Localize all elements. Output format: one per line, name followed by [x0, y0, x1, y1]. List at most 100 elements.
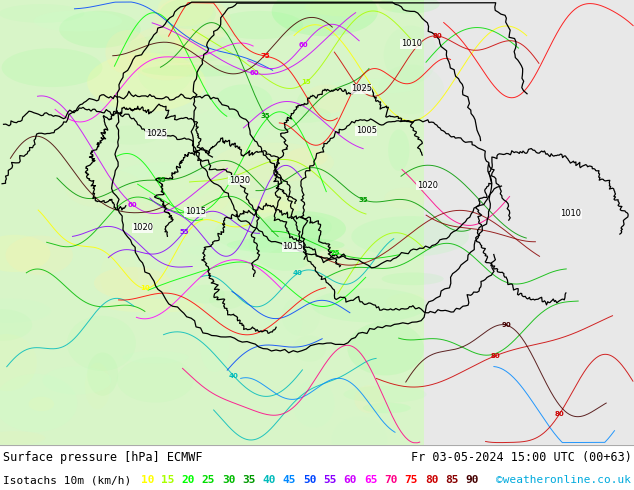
Ellipse shape	[94, 267, 171, 299]
Ellipse shape	[160, 0, 216, 29]
Ellipse shape	[312, 289, 427, 322]
Text: 1030: 1030	[229, 175, 250, 185]
Ellipse shape	[190, 108, 271, 146]
Ellipse shape	[289, 215, 332, 238]
Ellipse shape	[102, 125, 160, 145]
Ellipse shape	[174, 225, 283, 258]
Text: 1025: 1025	[351, 84, 372, 93]
Ellipse shape	[347, 321, 424, 375]
Ellipse shape	[123, 351, 189, 364]
Ellipse shape	[249, 215, 322, 271]
Text: Fr 03-05-2024 15:00 UTC (00+63): Fr 03-05-2024 15:00 UTC (00+63)	[411, 451, 631, 464]
Text: 1005: 1005	[356, 126, 377, 135]
Ellipse shape	[29, 397, 54, 411]
Ellipse shape	[0, 235, 50, 272]
Ellipse shape	[6, 236, 73, 275]
Ellipse shape	[281, 296, 320, 336]
Text: 55: 55	[323, 475, 337, 485]
Ellipse shape	[100, 251, 138, 301]
Ellipse shape	[34, 10, 122, 31]
Ellipse shape	[197, 198, 292, 214]
Ellipse shape	[0, 374, 77, 432]
Ellipse shape	[0, 334, 37, 391]
Text: 10: 10	[140, 285, 150, 292]
Text: 70: 70	[384, 475, 398, 485]
Ellipse shape	[209, 291, 244, 309]
Ellipse shape	[264, 299, 302, 344]
Text: 65: 65	[364, 475, 377, 485]
Ellipse shape	[124, 173, 230, 220]
Ellipse shape	[255, 211, 346, 246]
Ellipse shape	[330, 78, 420, 94]
Ellipse shape	[42, 367, 112, 394]
Text: 80: 80	[555, 411, 564, 417]
Ellipse shape	[332, 416, 387, 463]
Text: 75: 75	[261, 53, 270, 59]
Ellipse shape	[174, 31, 209, 52]
Text: 60: 60	[128, 202, 138, 208]
Text: 1020: 1020	[417, 181, 438, 190]
Text: 20: 20	[228, 175, 237, 181]
Ellipse shape	[214, 216, 283, 249]
Text: 10: 10	[141, 475, 154, 485]
Ellipse shape	[215, 11, 303, 39]
Ellipse shape	[87, 352, 118, 396]
Text: 75: 75	[404, 475, 418, 485]
Ellipse shape	[85, 363, 110, 409]
Text: 35: 35	[156, 177, 166, 183]
Ellipse shape	[157, 0, 214, 26]
Text: 80: 80	[425, 475, 438, 485]
Ellipse shape	[200, 318, 230, 372]
Ellipse shape	[384, 188, 425, 209]
Ellipse shape	[67, 316, 136, 371]
Ellipse shape	[272, 0, 378, 36]
Ellipse shape	[351, 216, 469, 257]
Text: Surface pressure [hPa] ECMWF: Surface pressure [hPa] ECMWF	[3, 451, 202, 464]
Text: 50: 50	[303, 475, 316, 485]
Ellipse shape	[378, 0, 439, 13]
Ellipse shape	[87, 53, 205, 112]
Text: 80: 80	[432, 33, 442, 39]
Text: 20: 20	[181, 475, 195, 485]
Ellipse shape	[384, 25, 437, 84]
Ellipse shape	[293, 335, 327, 362]
Text: 55: 55	[179, 229, 189, 235]
Ellipse shape	[110, 162, 212, 204]
Ellipse shape	[117, 357, 194, 403]
Text: 90: 90	[465, 475, 479, 485]
Text: 80: 80	[490, 353, 500, 359]
Ellipse shape	[378, 65, 444, 114]
Ellipse shape	[344, 386, 427, 403]
Text: ©weatheronline.co.uk: ©weatheronline.co.uk	[496, 475, 631, 485]
Text: 1010: 1010	[560, 209, 581, 218]
Ellipse shape	[293, 380, 335, 428]
Text: 60: 60	[250, 71, 259, 76]
Ellipse shape	[388, 129, 410, 171]
Ellipse shape	[304, 85, 350, 114]
Text: 35: 35	[261, 113, 270, 119]
Ellipse shape	[127, 25, 205, 80]
Text: 35: 35	[242, 475, 256, 485]
Text: 15: 15	[301, 79, 311, 85]
Ellipse shape	[0, 309, 32, 341]
Text: 1025: 1025	[146, 129, 167, 138]
Text: 1020: 1020	[132, 223, 153, 232]
Text: 30: 30	[222, 475, 235, 485]
Ellipse shape	[215, 84, 273, 120]
Ellipse shape	[186, 285, 224, 303]
Ellipse shape	[354, 385, 384, 413]
Ellipse shape	[126, 33, 242, 63]
Ellipse shape	[303, 247, 359, 277]
Ellipse shape	[153, 0, 231, 47]
Ellipse shape	[206, 162, 305, 197]
Text: 1015: 1015	[184, 207, 206, 216]
Ellipse shape	[256, 193, 299, 223]
Ellipse shape	[227, 237, 344, 253]
Ellipse shape	[138, 51, 192, 95]
Text: 85: 85	[445, 475, 458, 485]
Text: 60: 60	[344, 475, 357, 485]
Ellipse shape	[105, 30, 150, 74]
Text: Isotachs 10m (km/h): Isotachs 10m (km/h)	[3, 475, 131, 485]
Ellipse shape	[59, 11, 141, 48]
Text: 1015: 1015	[282, 242, 303, 251]
